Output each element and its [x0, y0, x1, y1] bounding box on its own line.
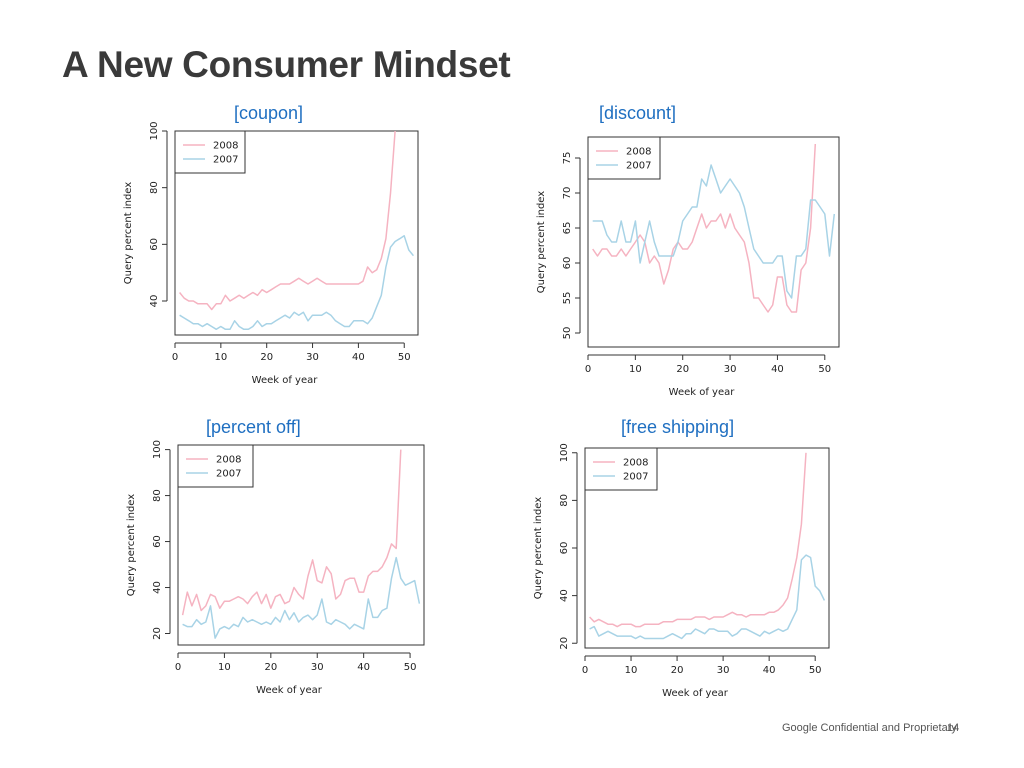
x-tick-label: 0: [175, 662, 181, 673]
chart-discount: 0 10 20 30 40 50 Week of year 50 55 60 65 70 75 Query…: [536, 136, 840, 398]
series-line-2008: [592, 143, 817, 313]
legend-box: [174, 130, 246, 174]
y-tick-label: 40: [559, 589, 570, 602]
y-tick-label: 60: [562, 257, 573, 270]
y-tick-label: 80: [559, 494, 570, 507]
chart-title-free-shipping: [free shipping]: [621, 417, 735, 437]
x-tick-label: 20: [264, 662, 277, 673]
x-tick-label: 20: [260, 352, 273, 363]
plot-frame: [177, 444, 425, 646]
series-line-2008: [179, 130, 396, 311]
chart-percent-off: 0 10 20 30 40 50 Week of year 20 40 60 80 100 Query …: [126, 440, 425, 696]
legend-label-2007: 2007: [626, 161, 651, 172]
x-tick-label: 50: [398, 352, 411, 363]
chart-title-percent-off: [percent off]: [206, 417, 301, 437]
chart-title-discount: [discount]: [599, 103, 677, 123]
x-tick-label: 50: [809, 665, 822, 676]
y-tick-label: 100: [559, 443, 570, 462]
series-line-2008: [589, 452, 807, 628]
legend-label-2007: 2007: [216, 469, 241, 480]
x-tick-label: 0: [582, 665, 588, 676]
y-tick-label: 60: [559, 542, 570, 555]
legend-label-2008: 2008: [213, 141, 238, 152]
page-number: 14: [947, 722, 960, 734]
y-tick-label: 70: [562, 187, 573, 200]
x-tick-label: 40: [763, 665, 776, 676]
series-line-2007: [179, 235, 414, 331]
series-line-2007: [182, 556, 421, 639]
y-tick-label: 40: [149, 295, 160, 308]
x-tick-label: 30: [717, 665, 730, 676]
y-tick-label: 75: [562, 152, 573, 165]
x-tick-label: 30: [724, 364, 737, 375]
x-tick-label: 50: [404, 662, 417, 673]
series-line-2008: [181, 449, 402, 616]
x-tick-label: 30: [306, 352, 319, 363]
legend: 2008 2007: [587, 136, 661, 180]
legend-box: [584, 447, 658, 491]
y-tick-label: 100: [149, 121, 160, 140]
x-tick-label: 10: [629, 364, 642, 375]
slide-title: A New Consumer Mindset: [62, 44, 511, 85]
x-axis-label: Week of year: [256, 685, 323, 696]
y-tick-label: 60: [149, 238, 160, 251]
y-tick-label: 80: [149, 181, 160, 194]
y-tick-label: 50: [562, 327, 573, 340]
legend-label-2007: 2007: [213, 155, 238, 166]
y-tick-label: 65: [562, 222, 573, 235]
chart-title-coupon: [coupon]: [234, 103, 304, 123]
x-tick-label: 10: [625, 665, 638, 676]
series-line-2007: [592, 164, 836, 299]
x-tick-label: 20: [671, 665, 684, 676]
plot-frame: [584, 447, 830, 649]
plot-frame: [587, 136, 840, 348]
x-tick-label: 0: [585, 364, 591, 375]
y-axis-label: Query percent index: [126, 494, 137, 596]
plot-frame: [174, 130, 419, 336]
y-tick-label: 100: [152, 440, 163, 459]
x-axis-label: Week of year: [252, 375, 319, 386]
y-tick-label: 20: [152, 627, 163, 640]
legend-label-2008: 2008: [623, 458, 648, 469]
y-tick-label: 80: [152, 489, 163, 502]
series-line-2007: [589, 554, 826, 640]
legend-label-2008: 2008: [216, 455, 241, 466]
legend-box: [587, 136, 661, 180]
footer-text: Google Confidential and Proprietary: [782, 722, 957, 734]
x-tick-label: 40: [771, 364, 784, 375]
x-tick-label: 0: [172, 352, 178, 363]
x-tick-label: 10: [218, 662, 231, 673]
x-axis-label: Week of year: [669, 387, 736, 398]
legend-box: [177, 444, 254, 488]
y-tick-label: 40: [152, 581, 163, 594]
x-tick-label: 30: [311, 662, 324, 673]
y-axis-label: Query percent index: [123, 182, 134, 284]
y-tick-label: 55: [562, 292, 573, 305]
y-axis-label: Query percent index: [533, 497, 544, 599]
y-axis-label: Query percent index: [536, 191, 547, 293]
y-tick-label: 20: [559, 637, 570, 650]
legend-label-2008: 2008: [626, 147, 651, 158]
x-tick-label: 40: [352, 352, 365, 363]
legend: 2008 2007: [584, 447, 658, 491]
legend: 2008 2007: [177, 444, 254, 488]
x-tick-label: 20: [676, 364, 689, 375]
chart-free-shipping: 0 10 20 30 40 50 Week of year 20 40 60 80 100 Query …: [533, 443, 830, 699]
legend-label-2007: 2007: [623, 472, 648, 483]
x-tick-label: 10: [214, 352, 227, 363]
legend: 2008 2007: [174, 130, 246, 174]
x-axis-label: Week of year: [662, 688, 729, 699]
x-tick-label: 50: [818, 364, 831, 375]
y-tick-label: 60: [152, 535, 163, 548]
chart-coupon: 0 10 20 30 40 50 Week of year 40 60 80 100 Query pe…: [123, 121, 419, 386]
x-tick-label: 40: [357, 662, 370, 673]
